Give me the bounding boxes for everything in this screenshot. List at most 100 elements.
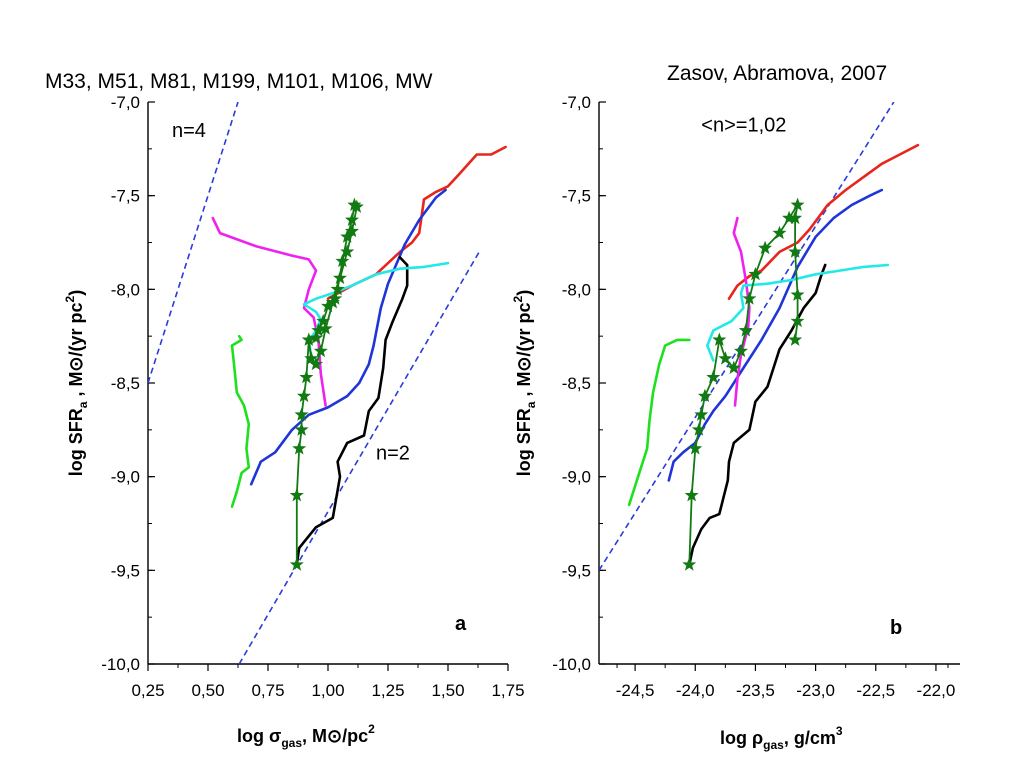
series-point-star	[688, 441, 703, 455]
series-point-star	[340, 244, 355, 258]
y-tick-label: -7,0	[562, 93, 591, 112]
series-point-star	[344, 223, 360, 238]
series-point-star	[320, 298, 336, 313]
y-tick-label: -8,0	[562, 280, 591, 299]
series-point-star	[335, 253, 350, 268]
series-line	[295, 256, 409, 566]
y-tick-label: -10,0	[552, 655, 591, 674]
series-point-star	[308, 330, 324, 344]
series-point-star	[684, 488, 699, 502]
series-point-star	[712, 332, 727, 346]
series-point-star	[772, 225, 787, 240]
reference-line	[148, 102, 239, 384]
series-point-star	[694, 407, 709, 421]
series-point-star	[313, 343, 328, 358]
series-point-star	[289, 488, 304, 502]
series-point-star	[318, 321, 333, 335]
y-tick-label: -9,5	[562, 561, 591, 580]
y-tick-label: -10,0	[101, 655, 140, 674]
y-tick-label: -9,0	[111, 468, 140, 487]
y-tick-label: -9,5	[111, 561, 140, 580]
series-point-star	[691, 422, 706, 436]
series-point-star	[332, 270, 348, 285]
x-tick-label: 0,25	[131, 681, 164, 700]
x-tick-label: 1,00	[311, 681, 344, 700]
series-point-star	[718, 351, 733, 365]
series-point-star	[311, 323, 326, 337]
series-point-star	[304, 351, 319, 365]
series-point-star	[316, 313, 331, 328]
series-point-star	[682, 557, 697, 571]
series-line	[706, 263, 890, 362]
x-tick-label: -22,0	[917, 681, 956, 700]
x-tick-label: -24,5	[616, 681, 655, 700]
series-line	[688, 263, 827, 566]
left-header-title: M33, M51, M81, M199, M101, M106, MW	[45, 70, 433, 93]
x-tick-label: -22,5	[856, 681, 895, 700]
series-point-star	[788, 332, 803, 346]
y-tick-label: -7,5	[562, 187, 591, 206]
series-point-star	[289, 557, 304, 571]
series-point-star	[790, 287, 805, 301]
series-line	[230, 334, 251, 508]
chart-panel-a: -7,0 -7,5 -8,0 -8,5 -9,0 -9,5 -10,0 0,25 0,50 0,7…	[63, 93, 525, 750]
x-axis-label: log σgas, M⊙/pc2	[237, 722, 375, 750]
x-tick-label: 0,75	[251, 681, 284, 700]
y-tick-label: -7,0	[111, 93, 140, 112]
series-point-star	[758, 240, 772, 255]
series-point-star	[308, 356, 324, 371]
y-tick-label: -8,5	[111, 374, 140, 393]
x-tick-label: 1,50	[431, 681, 464, 700]
y-tick-label: -8,0	[111, 280, 140, 299]
series-point-star	[292, 441, 307, 455]
series-point-star	[738, 323, 753, 337]
series-line	[727, 143, 920, 300]
x-tick-label: 1,25	[371, 681, 404, 700]
series-point-star	[790, 197, 805, 212]
series-line	[732, 216, 751, 407]
series-point-star	[697, 388, 712, 403]
series-point-star	[733, 343, 749, 358]
panel-letter: a	[455, 613, 467, 635]
series-point-star	[328, 291, 343, 305]
plot-area	[148, 102, 507, 664]
chart-panel-b: -7,0 -7,5 -8,0 -8,5 -9,0 -9,5 -10,0 -24,5 -24,0 -…	[511, 93, 960, 752]
x-tick-label: -23,5	[736, 681, 775, 700]
x-tick-label: 0,50	[191, 681, 224, 700]
chart-annotation: <n>=1,02	[701, 114, 786, 136]
series-point-star	[296, 388, 312, 403]
series-point-star	[742, 291, 757, 305]
x-tick-label: -23,0	[796, 681, 835, 700]
reference-line	[238, 251, 480, 664]
series-point-star	[299, 370, 314, 384]
panel-letter: b	[890, 617, 902, 639]
plot-area	[599, 102, 920, 571]
series-point-star	[340, 229, 355, 243]
series-line	[627, 338, 691, 507]
series-point-star	[294, 422, 309, 436]
y-tick-label: -7,5	[111, 187, 140, 206]
x-tick-label: 1,75	[491, 681, 524, 700]
y-axis-label: log SFRa , M⊙/(yr pc2)	[511, 290, 538, 476]
series-point-star	[706, 370, 721, 384]
chart-annotation: n=2	[376, 442, 410, 464]
series-point-star	[788, 244, 803, 258]
series-line	[667, 188, 884, 482]
right-header-title: Zasov, Abramova, 2007	[667, 62, 887, 85]
series-point-star	[330, 281, 345, 296]
series-point-star	[344, 212, 360, 227]
series-line	[249, 188, 447, 486]
y-tick-label: -9,0	[562, 468, 591, 487]
y-tick-label: -8,5	[562, 374, 591, 393]
y-axis-label: log SFRa , M⊙/(yr pc2)	[63, 290, 90, 476]
series-point-star	[748, 266, 763, 281]
series-point-star	[790, 313, 805, 328]
x-tick-label: -24,0	[676, 681, 715, 700]
series-point-star	[347, 197, 362, 211]
reference-line	[599, 102, 895, 571]
series-line	[211, 216, 327, 407]
chart-annotation: n=4	[172, 120, 206, 142]
series-point-star	[294, 407, 309, 421]
series-point-star	[726, 360, 741, 375]
